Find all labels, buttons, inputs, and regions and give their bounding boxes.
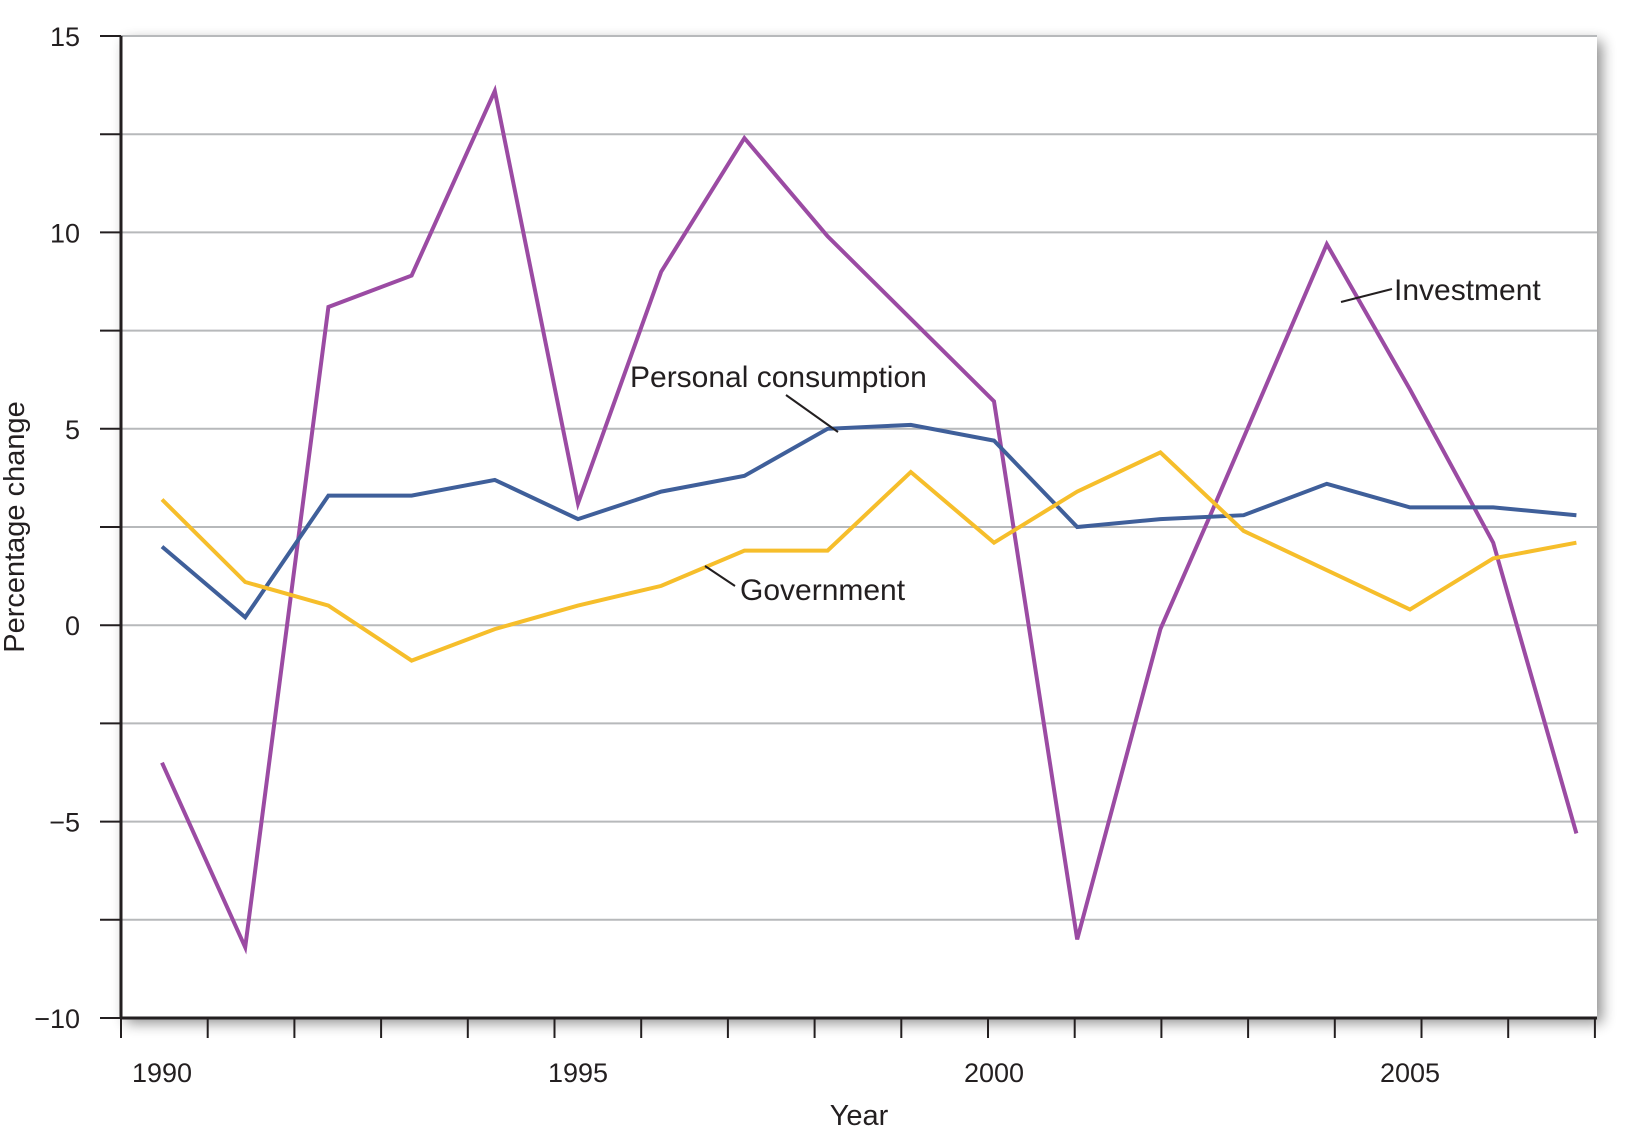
y-tick-label: −5: [49, 808, 80, 838]
series: [160, 84, 1579, 955]
annotations: [704, 288, 1393, 587]
x-tick-label: 2000: [964, 1058, 1024, 1088]
government-leader: [704, 565, 736, 587]
government-line: [160, 450, 1577, 663]
investment-label: Investment: [1394, 274, 1541, 307]
y-tick-label: 5: [65, 415, 80, 445]
x-tick-label: 2005: [1380, 1058, 1440, 1088]
x-axis-title: Year: [830, 1100, 889, 1127]
y-tick-label: 15: [50, 22, 80, 52]
y-tick-label: −10: [34, 1004, 80, 1034]
x-tick-label: 1990: [132, 1058, 192, 1088]
government-label: Government: [740, 574, 906, 607]
personal-consumption-label: Personal consumption: [630, 361, 927, 394]
personal-consumption-leader: [785, 394, 839, 433]
personal-consumption-line: [160, 422, 1577, 621]
y-axis-title: Percentage change: [0, 401, 31, 653]
y-tick-label: 10: [50, 218, 80, 248]
axes: −10 −5 0 5 10 15 1990 1995 2000 2005: [34, 22, 1597, 1088]
y-tick-label: 0: [65, 611, 80, 641]
investment-line: [160, 84, 1579, 955]
x-tick-label: 1995: [548, 1058, 608, 1088]
investment-leader: [1340, 288, 1393, 303]
